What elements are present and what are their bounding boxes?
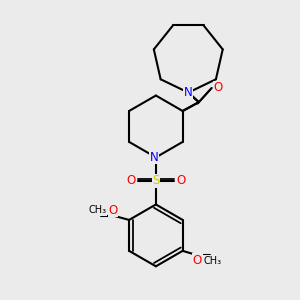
Text: CH₃: CH₃ — [204, 256, 222, 266]
Text: N: N — [150, 151, 159, 164]
Text: O: O — [176, 174, 185, 188]
Text: O: O — [214, 82, 223, 94]
Text: CH₃: CH₃ — [88, 205, 107, 215]
Text: O: O — [127, 174, 136, 188]
Text: S: S — [152, 174, 160, 188]
Text: O: O — [108, 204, 118, 217]
Text: N: N — [184, 86, 193, 99]
Text: O: O — [193, 254, 202, 267]
